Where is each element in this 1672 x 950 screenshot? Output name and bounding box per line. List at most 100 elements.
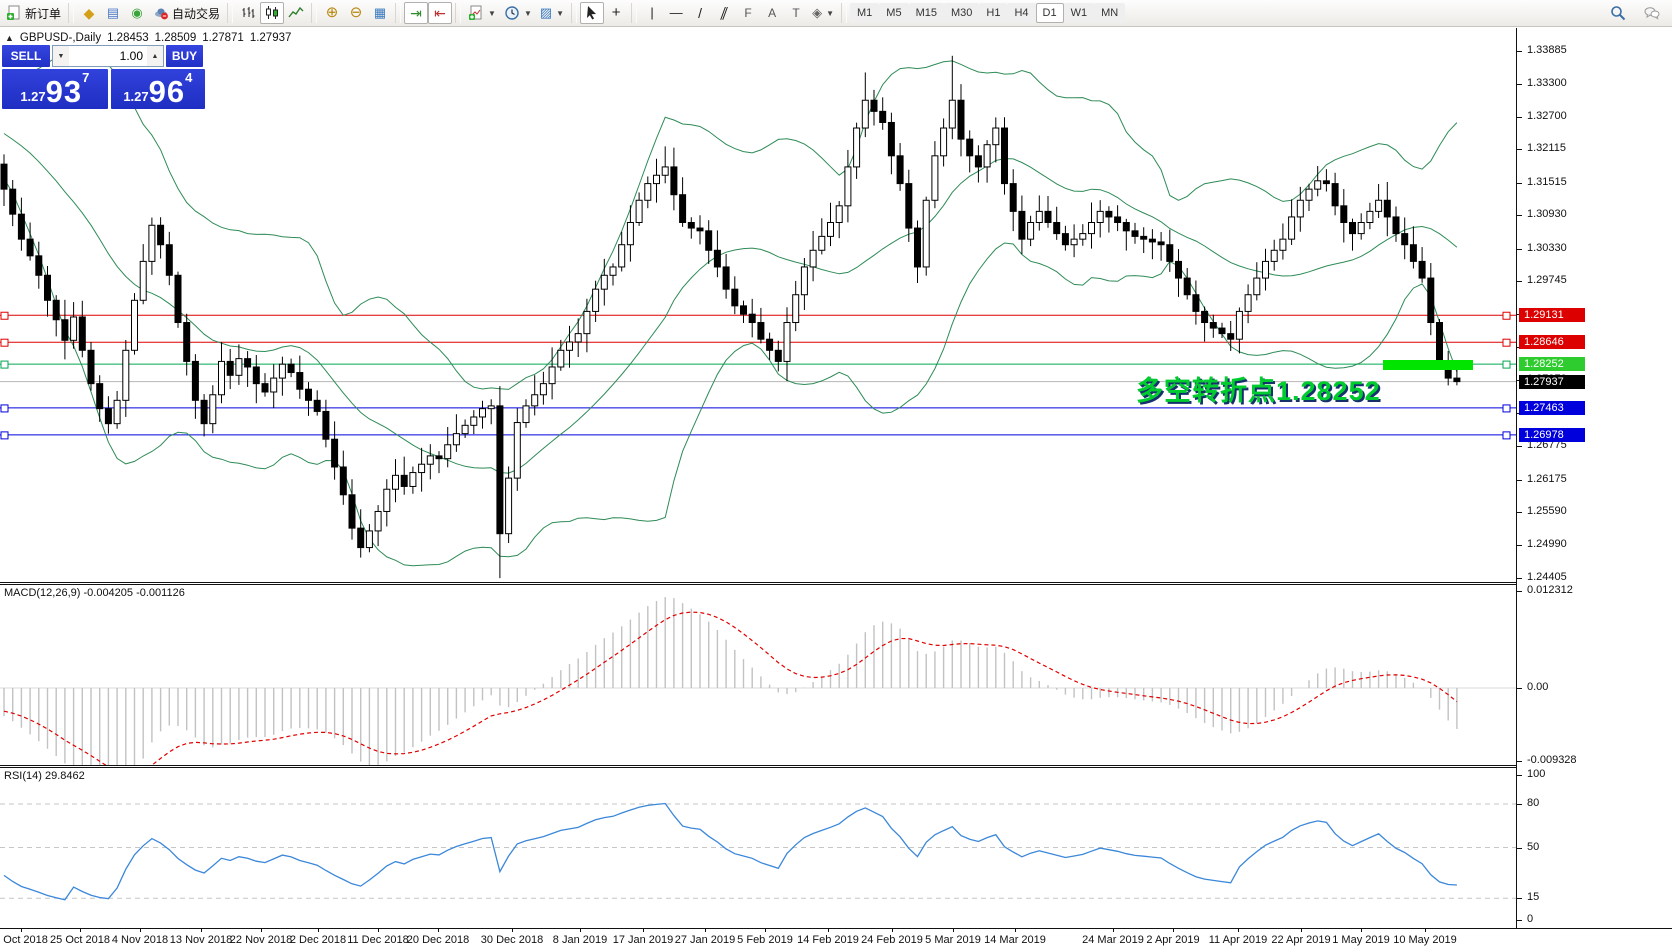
- candle-body: [574, 333, 582, 343]
- market-watch-button[interactable]: ◆: [77, 2, 101, 24]
- one-click-trading-panel: SELL ▼ ▲ BUY 1.27 93 7 1.27 96 4: [2, 45, 205, 109]
- data-center-button[interactable]: ◉: [125, 2, 149, 24]
- line-handle[interactable]: [0, 360, 9, 369]
- candle-body: [1183, 277, 1191, 296]
- date-label: 4 Nov 2018: [111, 934, 169, 946]
- sell-price-button[interactable]: 1.27 93 7: [2, 69, 108, 109]
- timeframe-h1-button[interactable]: H1: [979, 3, 1008, 23]
- candle-body: [1418, 260, 1426, 279]
- line-handle[interactable]: [1502, 404, 1511, 413]
- buy-button[interactable]: BUY: [166, 45, 203, 67]
- text-label-button[interactable]: T: [784, 2, 808, 24]
- price-axis[interactable]: 1.33885 1.33300 1.32700 1.32115 1.31515 1.309…: [1516, 28, 1672, 928]
- date-label: 27 Jan 2019: [674, 934, 736, 946]
- rsi-value: 29.8462: [44, 770, 85, 782]
- search-button[interactable]: [1606, 2, 1630, 24]
- buy-price-button[interactable]: 1.27 96 4: [110, 69, 205, 109]
- date-tick: [580, 929, 581, 932]
- sell-button[interactable]: SELL: [2, 45, 50, 67]
- chart-candles-button[interactable]: [260, 2, 285, 24]
- tile-windows-icon: ▦: [373, 5, 387, 20]
- candle-body: [1218, 327, 1226, 335]
- shapes-button[interactable]: ◈ ▼: [808, 2, 838, 24]
- line-handle[interactable]: [1502, 311, 1511, 320]
- candle-body: [548, 366, 556, 385]
- rsi-tick-label: 100: [1527, 768, 1546, 780]
- zoom-in-button[interactable]: ⊕: [320, 2, 344, 24]
- timeframe-h4-button[interactable]: H4: [1007, 3, 1036, 23]
- timeframe-m1-button[interactable]: M1: [850, 3, 880, 23]
- bollinger-middle-band: [3, 133, 1458, 474]
- candle-body: [566, 341, 573, 351]
- timeframe-m15-button[interactable]: M15: [908, 3, 944, 23]
- chat-button[interactable]: [1640, 2, 1664, 24]
- chart-bars-button[interactable]: [236, 2, 260, 24]
- horizontal-line-button[interactable]: —: [664, 2, 688, 24]
- candle-body: [357, 527, 365, 549]
- price-tick-label: 1.24990: [1527, 538, 1567, 551]
- candle-body: [1001, 127, 1008, 185]
- line-handle[interactable]: [0, 431, 9, 440]
- indicators-button[interactable]: ▼: [464, 2, 500, 24]
- new-order-button[interactable]: 新订单: [2, 2, 65, 24]
- rsi-chart[interactable]: RSI(14) 29.8462: [0, 768, 1516, 928]
- timeframe-m30-button[interactable]: M30: [943, 3, 980, 23]
- volume-decrease-button[interactable]: ▼: [53, 46, 69, 66]
- volume-increase-button[interactable]: ▲: [147, 46, 163, 66]
- zoom-out-button[interactable]: ⊖: [344, 2, 368, 24]
- templates-button[interactable]: ▨ ▼: [536, 2, 568, 24]
- candle-body: [209, 394, 217, 425]
- navigator-button[interactable]: ▤: [101, 2, 125, 24]
- candle-body: [1227, 333, 1235, 340]
- main-chart[interactable]: 多空转折点1.28252: [0, 28, 1516, 582]
- rsi-tick-label: 80: [1527, 797, 1540, 809]
- chart-line-button[interactable]: [284, 2, 308, 24]
- equidistant-channel-button[interactable]: ∥: [712, 2, 736, 24]
- macd-tick-label: 0.012312: [1527, 584, 1573, 597]
- candle-body: [392, 474, 399, 490]
- line-handle[interactable]: [0, 404, 9, 413]
- candle-body: [400, 474, 408, 487]
- line-handle[interactable]: [0, 338, 9, 347]
- ohlc-low: 1.27871: [202, 32, 244, 44]
- highlight-bar[interactable]: [1383, 360, 1473, 370]
- price-tick-label: 1.32115: [1527, 142, 1566, 155]
- panel-separator[interactable]: [0, 582, 1672, 585]
- auto-trading-label: 自动交易: [172, 6, 221, 21]
- auto-trading-button[interactable]: 自动交易: [149, 2, 224, 24]
- chart-shift-button[interactable]: ⇤: [428, 2, 453, 24]
- vertical-line-button[interactable]: |: [640, 2, 664, 24]
- symbol-title: GBPUSD-,Daily: [19, 32, 102, 44]
- trendline-button[interactable]: /: [688, 2, 712, 24]
- auto-scroll-button[interactable]: ⇥: [404, 2, 429, 24]
- fibonacci-button[interactable]: F: [736, 2, 760, 24]
- candle-body: [948, 99, 956, 129]
- turning-point-annotation[interactable]: 多空转折点1.28252: [1136, 376, 1381, 406]
- candle-body: [200, 399, 208, 425]
- macd-tick-label: -0.009328: [1527, 754, 1577, 767]
- timeframe-m5-button[interactable]: M5: [879, 3, 909, 23]
- cursor-button[interactable]: [580, 2, 605, 24]
- candle-body: [331, 438, 339, 468]
- candle-body: [444, 444, 452, 460]
- candle-body: [1314, 180, 1322, 190]
- timeframe-mn-button[interactable]: MN: [1094, 3, 1126, 23]
- volume-input[interactable]: [69, 46, 147, 66]
- text-button[interactable]: A: [760, 2, 784, 24]
- candle-body: [226, 360, 234, 376]
- line-handle[interactable]: [0, 311, 9, 320]
- candle-body: [461, 424, 469, 435]
- line-handle[interactable]: [1502, 431, 1511, 440]
- periods-button[interactable]: ▼: [500, 2, 536, 24]
- line-handle[interactable]: [1502, 338, 1511, 347]
- timeframe-d1-button[interactable]: D1: [1035, 3, 1064, 23]
- line-handle[interactable]: [1502, 360, 1511, 369]
- collapse-panel-arrow-icon[interactable]: ▲: [5, 33, 14, 43]
- crosshair-button[interactable]: +: [604, 2, 628, 24]
- axis-tick: [1517, 479, 1522, 481]
- macd-chart[interactable]: MACD(12,26,9) -0.004205 -0.001126: [0, 585, 1516, 765]
- timeframe-w1-button[interactable]: W1: [1063, 3, 1095, 23]
- panel-separator[interactable]: [0, 765, 1672, 768]
- tile-windows-button[interactable]: ▦: [368, 2, 392, 24]
